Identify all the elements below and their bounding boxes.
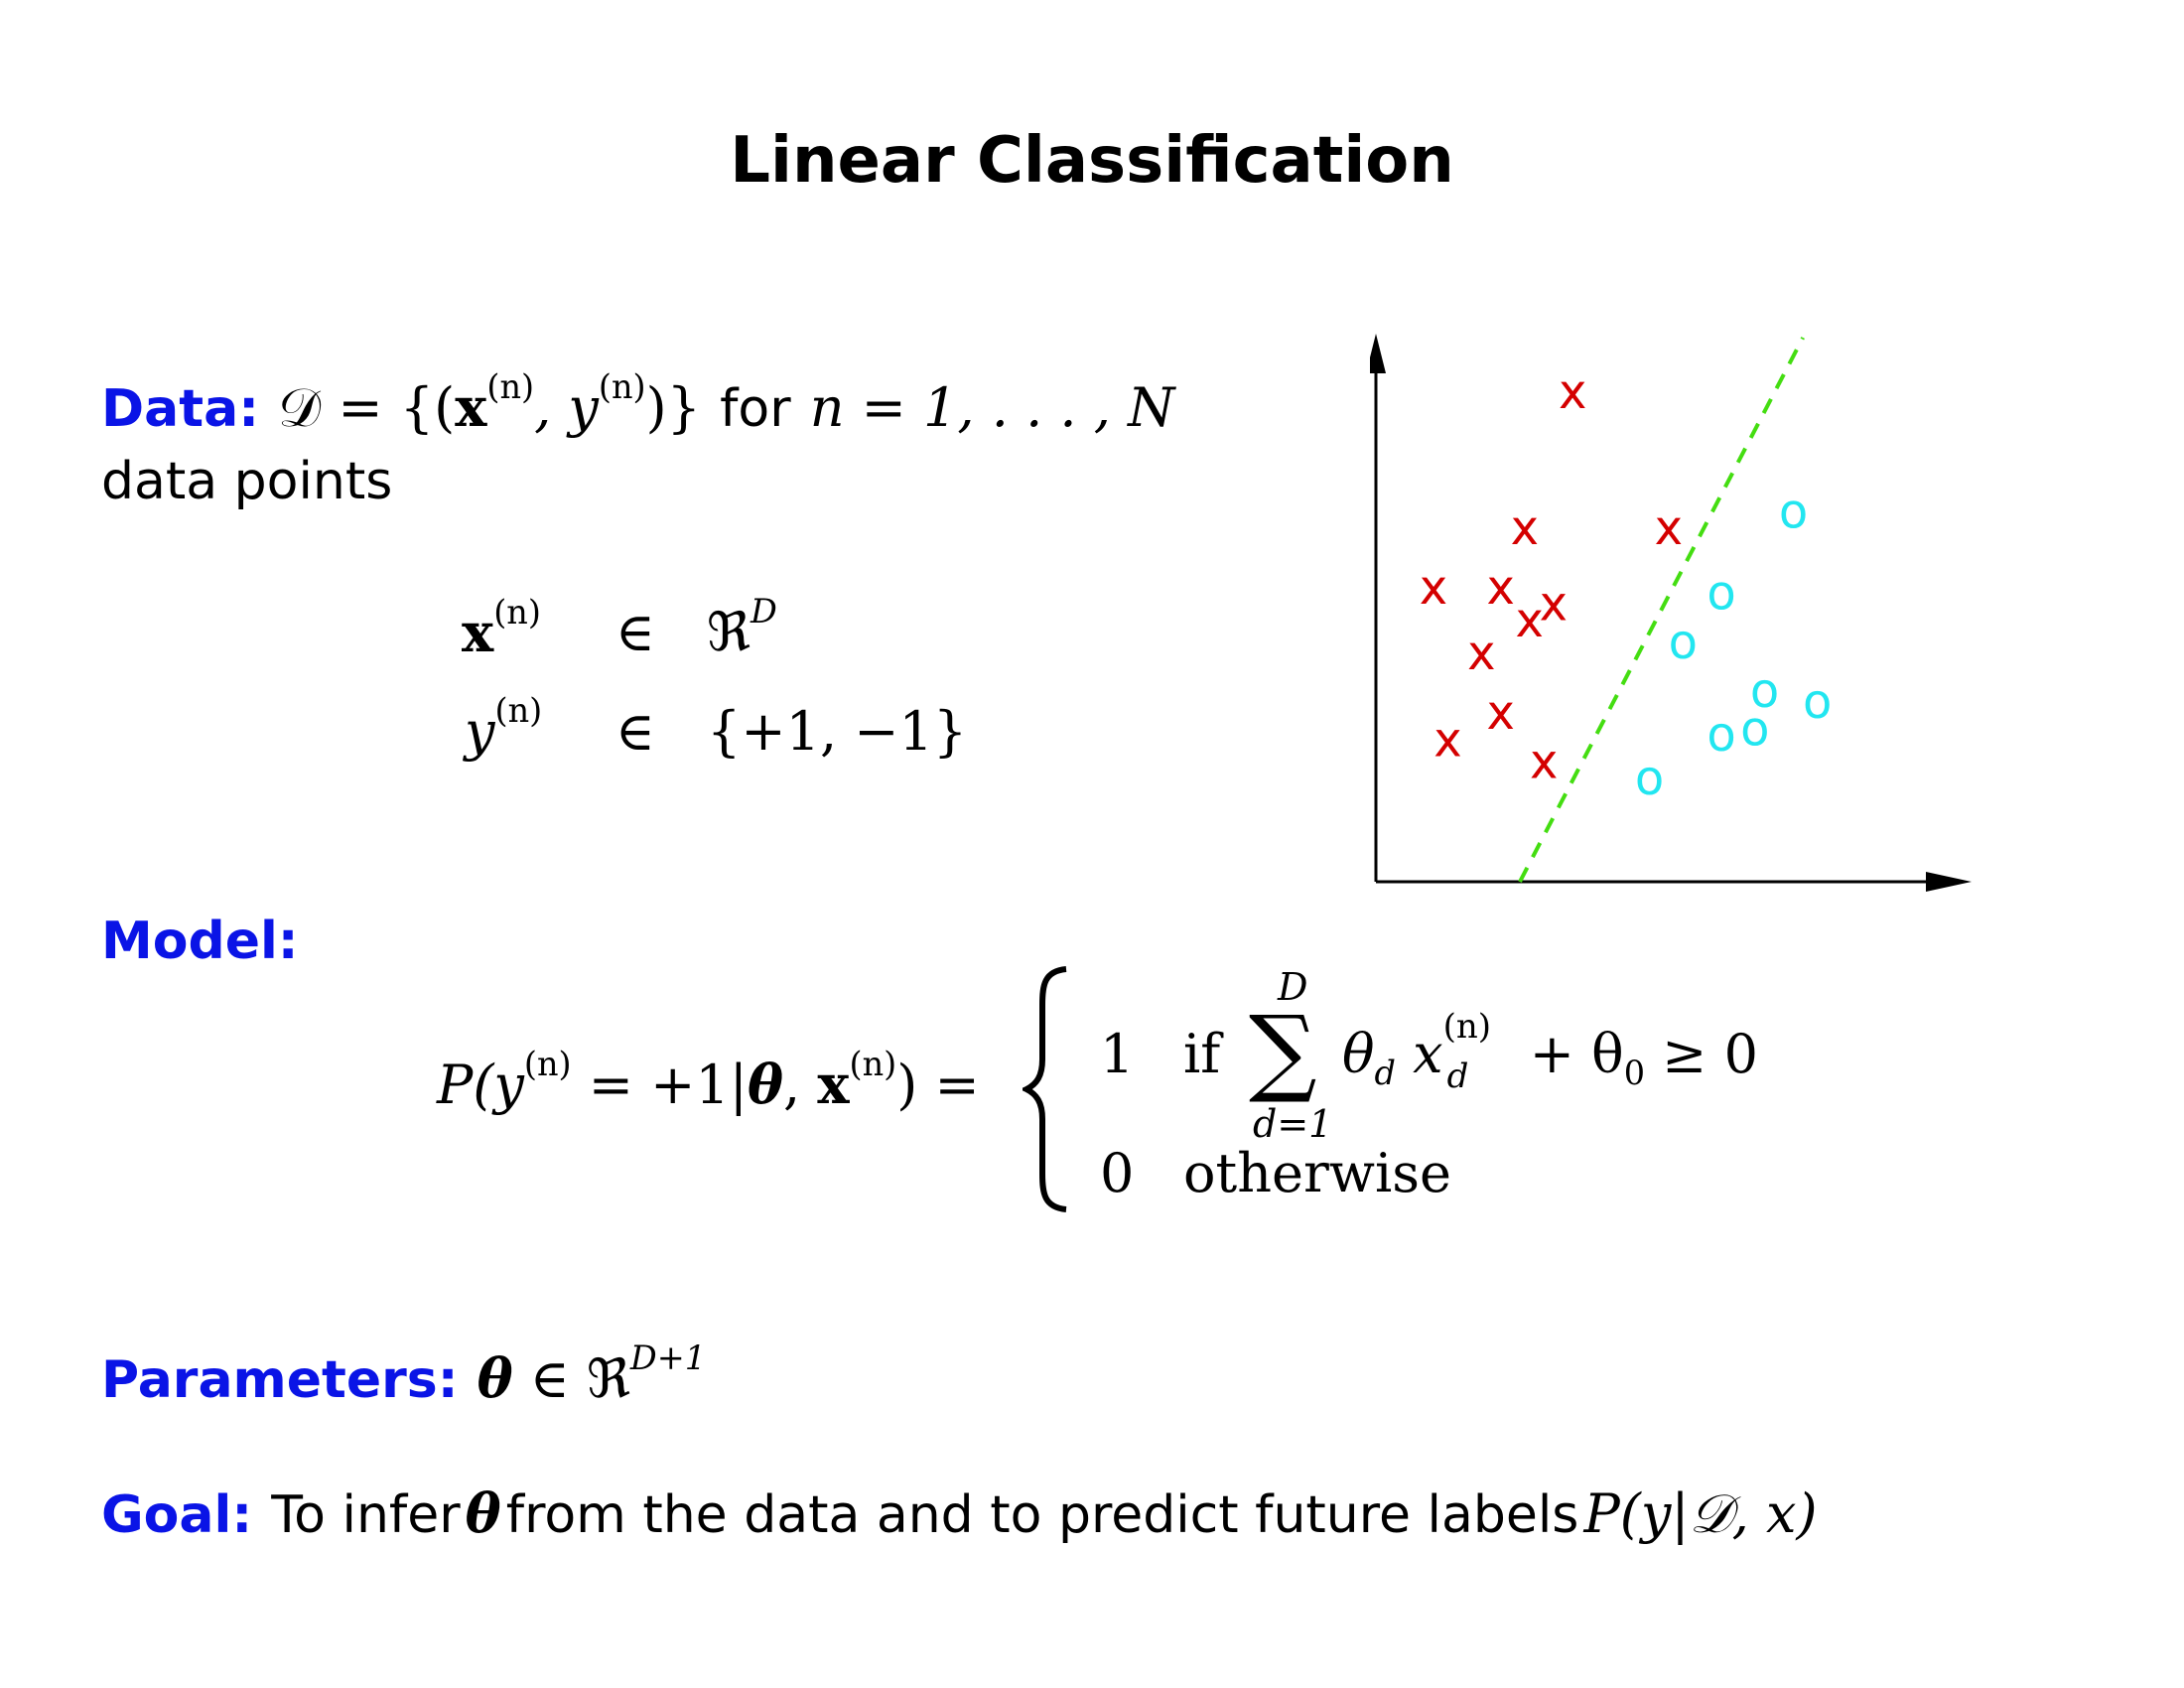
param-theta: θ — [477, 1346, 513, 1410]
dataset-y: , y — [534, 376, 599, 439]
y-axis-arrow — [1370, 334, 1386, 373]
x-sup: (n) — [493, 592, 541, 632]
class-negative-point-0: o — [1779, 484, 1808, 539]
class-positive-point-4: x — [1486, 560, 1514, 616]
model-label: Model: — [101, 912, 299, 971]
prob-p: P(y — [437, 1054, 524, 1116]
x-d-sup: (n) — [1442, 1007, 1492, 1047]
parameters-formula: θ ∈ ℜD+1 — [477, 1340, 706, 1410]
y-symbol: y — [465, 700, 495, 763]
class-negative-point-2: o — [1669, 615, 1698, 670]
left-brace — [1023, 966, 1067, 1212]
theta-d: θ — [1342, 1023, 1375, 1085]
theta-0-sub: 0 — [1623, 1053, 1645, 1092]
data-label: Data: — [101, 379, 259, 439]
class-negative-point-1: o — [1706, 566, 1735, 622]
class-positive-point-5: x — [1540, 577, 1568, 633]
data-line: Data: 𝒟 = {(x(n), y(n))} for n = 1, . . … — [101, 369, 1175, 440]
goal-text-1: To infer — [271, 1485, 461, 1545]
case2-value: 0 — [1100, 1142, 1135, 1204]
class-negative-point-7: o — [1635, 751, 1664, 806]
data-set-formula: 𝒟 = {(x(n), y(n))} — [278, 369, 702, 439]
dataset-y-sup: (n) — [598, 366, 646, 406]
class-positive-point-1: x — [1511, 500, 1539, 556]
prob-theta: θ — [747, 1053, 783, 1116]
page-title: Linear Classification — [730, 124, 1454, 198]
param-sup: D+1 — [629, 1337, 707, 1377]
goal-formula: P(y|𝒟, x) — [1583, 1482, 1818, 1545]
y-domain-row: y(n) — [465, 693, 542, 763]
real-symbol: ℜ — [707, 601, 751, 663]
param-rel: ∈ ℜ — [529, 1347, 630, 1410]
prob-eq: = +1| — [571, 1054, 748, 1116]
y-sup: (n) — [494, 690, 543, 730]
dataset-prefix: 𝒟 = {( — [278, 376, 456, 439]
goal-line: Goal: To infer θ from the data and to pr… — [101, 1481, 1818, 1546]
data-points-text: data points — [101, 452, 393, 511]
class-negative-point-5: o — [1706, 707, 1735, 763]
case1-condition: θd x (n) d + θ0 ≥ 0 — [1342, 1007, 1758, 1096]
dataset-close: )} — [645, 376, 702, 439]
goal-theta: θ — [465, 1481, 501, 1545]
sum-symbol: ∑ — [1249, 995, 1317, 1106]
x-d-sub: d — [1446, 1056, 1469, 1096]
class-negative-point-6: o — [1740, 702, 1769, 758]
case1-if: if — [1183, 1023, 1221, 1085]
class-positive-point-3: x — [1420, 560, 1447, 616]
x-symbol: x — [462, 601, 494, 664]
class-negative-point-4: o — [1803, 674, 1832, 730]
class-positive-point-6: x — [1515, 593, 1543, 648]
class-positive-point-7: x — [1467, 626, 1495, 681]
class-positive-point-10: x — [1530, 734, 1558, 789]
dataset-x: x — [455, 375, 487, 439]
class-positive-point-0: x — [1559, 364, 1586, 420]
x-in-symbol: ∈ — [615, 601, 655, 663]
case2-text: otherwise — [1183, 1142, 1451, 1204]
x-d: x — [1413, 1023, 1443, 1085]
case1-value: 1 — [1100, 1023, 1135, 1085]
theta-d-sub: d — [1374, 1053, 1396, 1092]
real-sup: D — [750, 591, 777, 631]
x-domain-row: x(n) — [462, 595, 541, 664]
prob-x-sup: (n) — [849, 1044, 897, 1083]
model-lhs: P(y(n) = +1|θ, x(n)) = — [437, 1047, 980, 1116]
x-axis-arrow — [1926, 872, 1972, 892]
for-text: for — [720, 379, 791, 439]
class-positive-point-8: x — [1433, 713, 1461, 769]
parameters-line: Parameters: θ ∈ ℜD+1 — [101, 1340, 706, 1410]
prob-comma: , — [783, 1054, 818, 1116]
dataset-x-sup: (n) — [486, 366, 535, 406]
sum-lower: d=1 — [1253, 1102, 1333, 1146]
goal-label: Goal: — [101, 1485, 253, 1545]
class-negative-point-3: o — [1750, 663, 1779, 719]
plus-theta: + θ — [1529, 1023, 1624, 1085]
y-in-symbol: ∈ — [615, 700, 655, 763]
class-positive-point-9: x — [1486, 685, 1514, 741]
index-range: n = 1, . . . , N — [809, 376, 1175, 439]
sum-upper: D — [1278, 965, 1308, 1009]
y-domain: {+1, −1} — [707, 700, 968, 763]
parameters-label: Parameters: — [101, 1350, 459, 1410]
ge-zero: ≥ 0 — [1662, 1023, 1758, 1085]
decision-boundary — [1518, 337, 1805, 883]
goal-text-2: from the data and to predict future labe… — [505, 1485, 1579, 1545]
class-positive-point-2: x — [1655, 500, 1683, 556]
prob-close: ) = — [896, 1054, 980, 1116]
prob-y-sup: (n) — [523, 1044, 572, 1083]
prob-x: x — [817, 1053, 850, 1116]
x-domain: ℜD — [707, 594, 777, 663]
